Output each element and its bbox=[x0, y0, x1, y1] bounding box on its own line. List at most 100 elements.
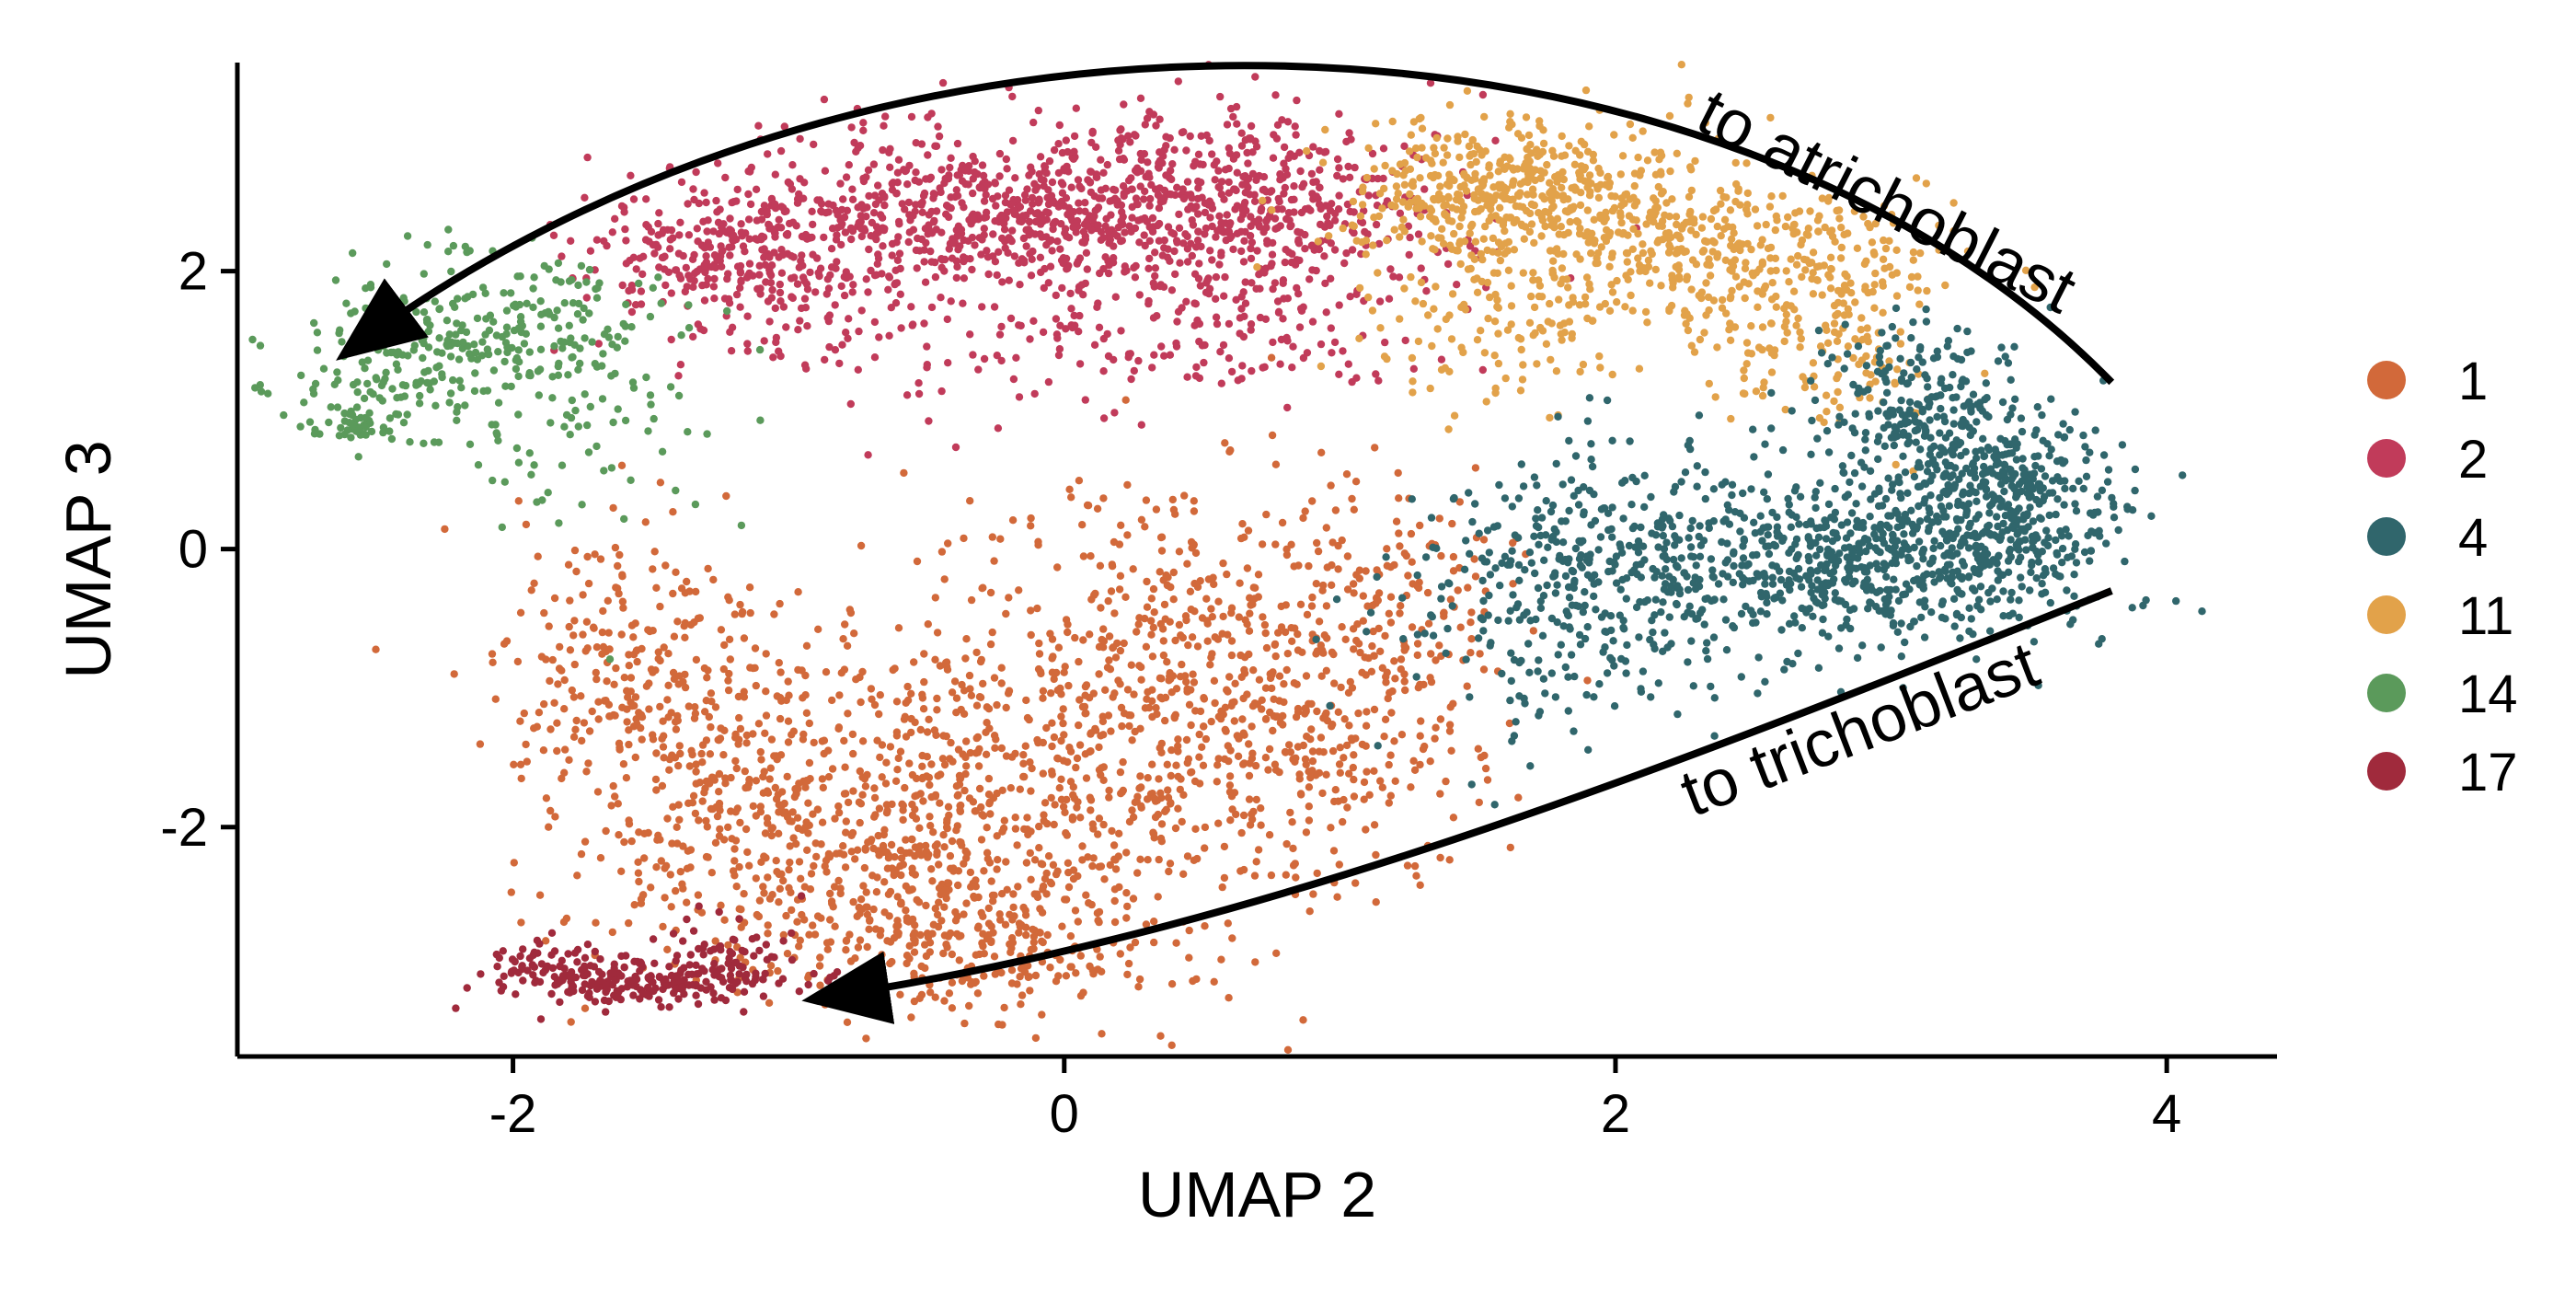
data-point-cluster-1 bbox=[805, 758, 814, 768]
data-point-cluster-1 bbox=[936, 662, 945, 670]
data-point-cluster-2 bbox=[952, 273, 961, 283]
data-point-cluster-1 bbox=[1338, 623, 1346, 631]
data-point-cluster-1 bbox=[1013, 841, 1021, 849]
data-point-cluster-1 bbox=[882, 801, 891, 809]
data-point-cluster-11 bbox=[1557, 223, 1566, 231]
data-point-cluster-11 bbox=[1508, 164, 1517, 172]
data-point-cluster-2 bbox=[1003, 165, 1011, 173]
data-point-cluster-1 bbox=[1164, 793, 1173, 802]
data-point-cluster-2 bbox=[831, 346, 840, 354]
data-point-cluster-2 bbox=[1173, 183, 1181, 191]
data-point-cluster-1 bbox=[629, 633, 638, 641]
data-point-cluster-1 bbox=[1002, 703, 1010, 712]
data-point-cluster-2 bbox=[905, 161, 914, 170]
data-point-cluster-2 bbox=[1097, 156, 1105, 164]
data-point-cluster-1 bbox=[776, 668, 785, 676]
data-point-cluster-1 bbox=[667, 903, 675, 911]
data-point-cluster-1 bbox=[1413, 651, 1422, 660]
data-point-cluster-1 bbox=[1086, 630, 1094, 639]
data-point-cluster-1 bbox=[618, 572, 627, 581]
data-point-cluster-1 bbox=[1073, 754, 1082, 763]
data-point-cluster-2 bbox=[803, 322, 811, 330]
data-point-cluster-11 bbox=[1879, 255, 1888, 263]
data-point-cluster-11 bbox=[1506, 196, 1515, 204]
data-point-cluster-1 bbox=[1432, 723, 1440, 732]
data-point-cluster-1 bbox=[1035, 822, 1043, 831]
data-point-cluster-11 bbox=[1667, 233, 1675, 242]
data-point-cluster-1 bbox=[1341, 635, 1350, 643]
data-point-cluster-1 bbox=[1078, 842, 1087, 850]
data-point-cluster-1 bbox=[1075, 696, 1084, 704]
data-point-cluster-1 bbox=[1022, 859, 1031, 867]
data-point-cluster-1 bbox=[1136, 855, 1144, 863]
data-point-cluster-2 bbox=[655, 209, 663, 217]
data-point-cluster-2 bbox=[958, 177, 967, 185]
data-point-cluster-2 bbox=[1317, 340, 1326, 349]
data-point-cluster-2 bbox=[795, 263, 803, 271]
data-point-cluster-1 bbox=[1024, 962, 1032, 970]
data-point-cluster-1 bbox=[727, 773, 735, 782]
data-point-cluster-2 bbox=[1214, 183, 1223, 191]
data-point-cluster-1 bbox=[719, 751, 728, 759]
data-point-cluster-1 bbox=[1074, 872, 1082, 881]
data-point-cluster-1 bbox=[724, 676, 732, 685]
data-point-cluster-2 bbox=[1115, 155, 1124, 164]
data-point-cluster-1 bbox=[1066, 932, 1075, 941]
data-point-cluster-1 bbox=[835, 691, 844, 699]
data-point-cluster-1 bbox=[902, 906, 910, 915]
data-point-cluster-2 bbox=[880, 225, 889, 233]
data-point-cluster-2 bbox=[924, 151, 932, 159]
data-point-cluster-1 bbox=[585, 727, 594, 735]
data-point-cluster-11 bbox=[1529, 269, 1537, 277]
data-point-cluster-1 bbox=[550, 698, 558, 707]
data-point-cluster-2 bbox=[937, 166, 946, 174]
data-point-cluster-2 bbox=[864, 451, 872, 459]
data-point-cluster-1 bbox=[1167, 1041, 1176, 1050]
data-point-cluster-1 bbox=[1302, 672, 1311, 680]
data-point-cluster-1 bbox=[553, 746, 561, 756]
data-point-cluster-2 bbox=[1186, 132, 1194, 141]
data-point-cluster-1 bbox=[1221, 725, 1230, 734]
data-point-cluster-1 bbox=[1299, 1016, 1307, 1024]
data-point-cluster-2 bbox=[728, 243, 736, 251]
data-point-cluster-1 bbox=[1047, 793, 1055, 802]
data-point-cluster-1 bbox=[948, 688, 957, 697]
data-point-cluster-1 bbox=[539, 746, 548, 755]
data-point-cluster-1 bbox=[583, 552, 592, 561]
data-point-cluster-1 bbox=[540, 699, 548, 709]
data-point-cluster-2 bbox=[688, 255, 697, 263]
data-point-cluster-1 bbox=[966, 868, 975, 877]
data-point-cluster-1 bbox=[516, 608, 525, 617]
data-point-cluster-2 bbox=[800, 277, 809, 285]
data-point-cluster-1 bbox=[638, 891, 647, 899]
data-point-cluster-1 bbox=[707, 698, 716, 706]
data-point-cluster-1 bbox=[1089, 825, 1098, 833]
data-point-cluster-1 bbox=[612, 664, 620, 673]
data-point-cluster-1 bbox=[1039, 687, 1048, 695]
data-point-cluster-2 bbox=[743, 340, 752, 348]
data-point-cluster-2 bbox=[661, 265, 669, 273]
data-point-cluster-2 bbox=[1044, 200, 1053, 209]
data-point-cluster-1 bbox=[884, 890, 893, 898]
data-point-cluster-1 bbox=[720, 916, 729, 924]
data-point-cluster-2 bbox=[1238, 362, 1247, 370]
data-point-cluster-1 bbox=[1228, 698, 1236, 707]
data-point-cluster-1 bbox=[535, 709, 544, 717]
data-point-cluster-1 bbox=[675, 815, 684, 824]
data-point-cluster-2 bbox=[765, 253, 774, 261]
data-point-cluster-2 bbox=[1263, 215, 1271, 224]
data-point-cluster-1 bbox=[1046, 964, 1054, 972]
data-point-cluster-1 bbox=[811, 839, 820, 848]
data-point-cluster-1 bbox=[920, 677, 928, 687]
data-point-cluster-1 bbox=[1261, 715, 1271, 723]
data-point-cluster-1 bbox=[762, 711, 771, 720]
data-point-cluster-2 bbox=[1152, 121, 1160, 130]
data-point-cluster-1 bbox=[1448, 519, 1456, 528]
data-point-cluster-1 bbox=[839, 842, 847, 850]
data-point-cluster-1 bbox=[979, 679, 987, 688]
data-point-cluster-2 bbox=[958, 199, 966, 207]
data-point-cluster-1 bbox=[1182, 616, 1190, 625]
data-point-cluster-1 bbox=[928, 877, 937, 885]
data-point-cluster-1 bbox=[1160, 600, 1169, 609]
data-point-cluster-1 bbox=[1018, 991, 1027, 999]
